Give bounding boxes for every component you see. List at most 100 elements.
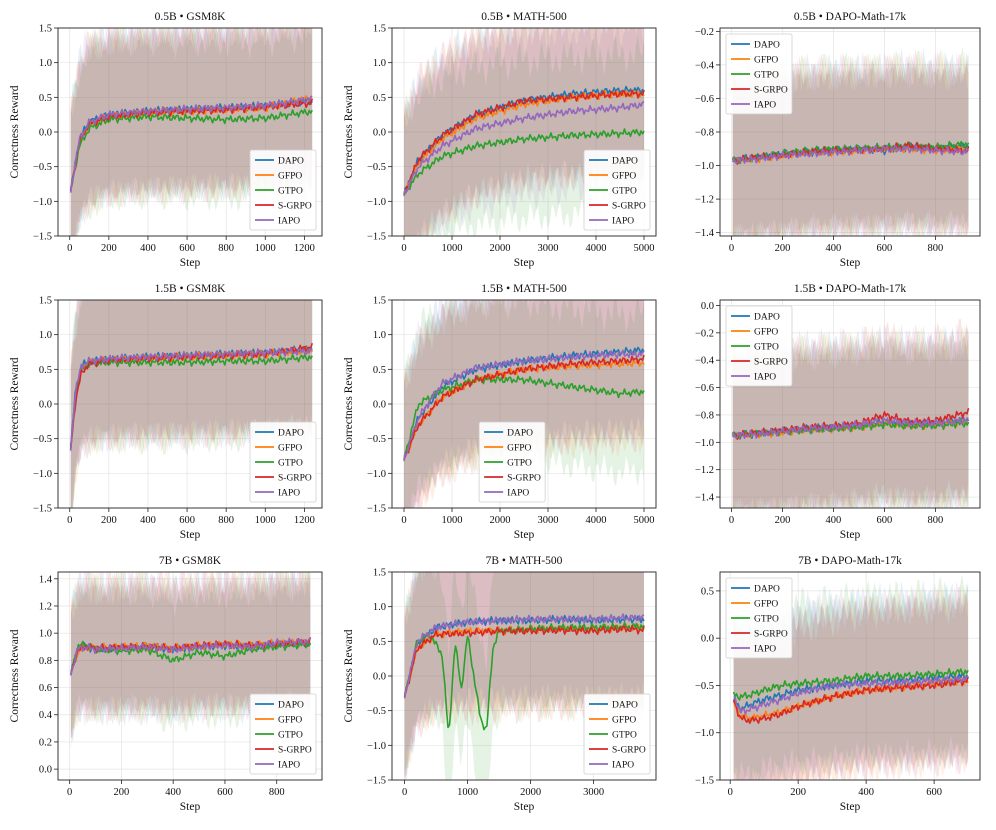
y-tick-label: 0.5 xyxy=(373,637,386,648)
legend-label-dapo: DAPO xyxy=(754,584,780,594)
x-tick-label: 0 xyxy=(729,243,734,254)
y-tick-label: −1.0 xyxy=(367,469,386,480)
chart-panel-2: 0 1000 2000 3000 4000 5000 −1.5 −1.0 −0.5 0.0 0.5 1… xyxy=(343,11,657,269)
legend-label-gtpo: GTPO xyxy=(612,186,637,196)
legend-label-dapo: DAPO xyxy=(278,700,304,710)
legend-label-gtpo: GTPO xyxy=(278,730,303,740)
legend-label-iapo: IAPO xyxy=(278,760,300,770)
y-tick-label: 1.5 xyxy=(39,296,52,307)
x-tick-label: 0 xyxy=(401,243,406,254)
x-axis-label: Step xyxy=(840,529,861,541)
band-dapo xyxy=(404,300,644,508)
y-tick-label: −0.5 xyxy=(367,706,386,717)
x-tick-label: 3000 xyxy=(538,515,559,526)
y-tick-label: 0.0 xyxy=(373,400,386,411)
y-tick-label: −1.4 xyxy=(695,228,715,239)
y-tick-label: −1.5 xyxy=(695,776,714,787)
x-axis-label: Step xyxy=(840,801,861,813)
y-tick-label: −1.0 xyxy=(695,438,714,449)
legend-label-iapo: IAPO xyxy=(612,760,634,770)
x-tick-label: 600 xyxy=(179,243,195,254)
series-line-iapo xyxy=(731,144,969,164)
legend: DAPO GFPO GTPO S-GRPO IAPO xyxy=(249,149,317,231)
x-tick-label: 600 xyxy=(217,787,233,798)
y-tick-label: −0.8 xyxy=(695,128,714,139)
x-tick-label: 800 xyxy=(928,243,944,254)
legend-box xyxy=(725,305,793,387)
legend-label-dapo: DAPO xyxy=(278,428,304,438)
x-tick-label: 5000 xyxy=(634,243,655,254)
series-line-iapo xyxy=(69,347,313,451)
x-tick-label: 4000 xyxy=(586,515,607,526)
x-tick-label: 400 xyxy=(858,787,874,798)
plot-area xyxy=(69,28,313,236)
x-tick-label: 2000 xyxy=(520,787,541,798)
y-tick-label: −0.4 xyxy=(695,60,715,71)
chart-title: 0.5B • GSM8K xyxy=(155,11,226,23)
legend-label-gtpo: GTPO xyxy=(754,614,779,624)
y-tick-label: 1.0 xyxy=(373,330,386,341)
legend-label-gfpo: GFPO xyxy=(507,443,531,453)
legend-label-gfpo: GFPO xyxy=(612,715,636,725)
y-tick-label: 1.0 xyxy=(39,58,52,69)
legend-label-s-grpo: S-GRPO xyxy=(278,201,312,211)
x-tick-label: 0 xyxy=(67,243,72,254)
legend-label-iapo: IAPO xyxy=(612,216,634,226)
y-tick-label: 1.5 xyxy=(373,24,386,35)
series-line-s-grpo xyxy=(732,676,969,724)
y-axis-label: Correctness Reward xyxy=(9,629,21,722)
legend-label-gfpo: GFPO xyxy=(278,171,302,181)
legend-label-iapo: IAPO xyxy=(278,216,300,226)
y-tick-label: −1.2 xyxy=(695,465,714,476)
legend-label-s-grpo: S-GRPO xyxy=(612,201,646,211)
x-tick-label: 0 xyxy=(67,787,72,798)
legend-label-gtpo: GTPO xyxy=(278,186,303,196)
band-dapo xyxy=(404,28,644,236)
y-tick-label: −0.2 xyxy=(695,328,714,339)
x-tick-label: 400 xyxy=(140,243,156,254)
x-tick-label: 0 xyxy=(402,787,407,798)
y-tick-label: −1.0 xyxy=(367,741,386,752)
y-tick-label: −1.0 xyxy=(33,469,52,480)
series-line-gtpo xyxy=(732,668,969,701)
legend-box xyxy=(249,693,317,775)
y-tick-label: 1.0 xyxy=(373,602,386,613)
series-line-gtpo xyxy=(403,375,645,458)
legend: DAPO GFPO GTPO S-GRPO IAPO xyxy=(249,693,317,775)
y-tick-label: −1.5 xyxy=(33,504,52,515)
chart-title: 0.5B • DAPO-Math-17k xyxy=(794,11,907,23)
y-tick-label: −1.2 xyxy=(695,195,714,206)
x-tick-label: 400 xyxy=(165,787,181,798)
series-line-iapo xyxy=(70,637,311,676)
y-tick-label: 0.0 xyxy=(39,400,52,411)
legend-label-iapo: IAPO xyxy=(754,372,776,382)
legend-label-s-grpo: S-GRPO xyxy=(754,357,788,367)
x-tick-label: 1200 xyxy=(294,243,315,254)
y-axis-label: Correctness Reward xyxy=(343,85,355,178)
plot-area xyxy=(69,300,313,508)
plot-area xyxy=(403,300,645,508)
x-tick-label: 2000 xyxy=(490,515,511,526)
legend-label-iapo: IAPO xyxy=(754,644,776,654)
series-line-s-grpo xyxy=(403,89,645,195)
chart-panel-1: 0 200 400 600 800 1000 1200 −1.5 −1.0 −0.5 0.0 0.5 1… xyxy=(9,11,323,269)
y-tick-label: −1.0 xyxy=(33,197,52,208)
series-line-iapo xyxy=(403,349,645,462)
legend-label-dapo: DAPO xyxy=(507,428,533,438)
y-axis-label: Correctness Reward xyxy=(9,357,21,450)
y-tick-label: 1.5 xyxy=(39,24,52,35)
x-tick-label: 800 xyxy=(269,787,285,798)
x-tick-label: 0 xyxy=(728,787,733,798)
y-tick-label: 0.0 xyxy=(373,128,386,139)
chart-title: 1.5B • MATH-500 xyxy=(481,283,567,295)
x-tick-label: 1000 xyxy=(255,243,276,254)
band-gfpo xyxy=(404,28,644,236)
legend-label-gfpo: GFPO xyxy=(278,715,302,725)
chart-panel-4: 0 200 400 600 800 1000 1200 −1.5 −1.0 −0.5 0.0 0.5 1… xyxy=(9,283,323,541)
y-tick-label: −1.5 xyxy=(367,232,386,243)
legend-label-gfpo: GFPO xyxy=(754,599,778,609)
y-tick-label: 0.6 xyxy=(39,683,52,694)
legend-label-gtpo: GTPO xyxy=(754,70,779,80)
legend-box xyxy=(583,693,651,775)
